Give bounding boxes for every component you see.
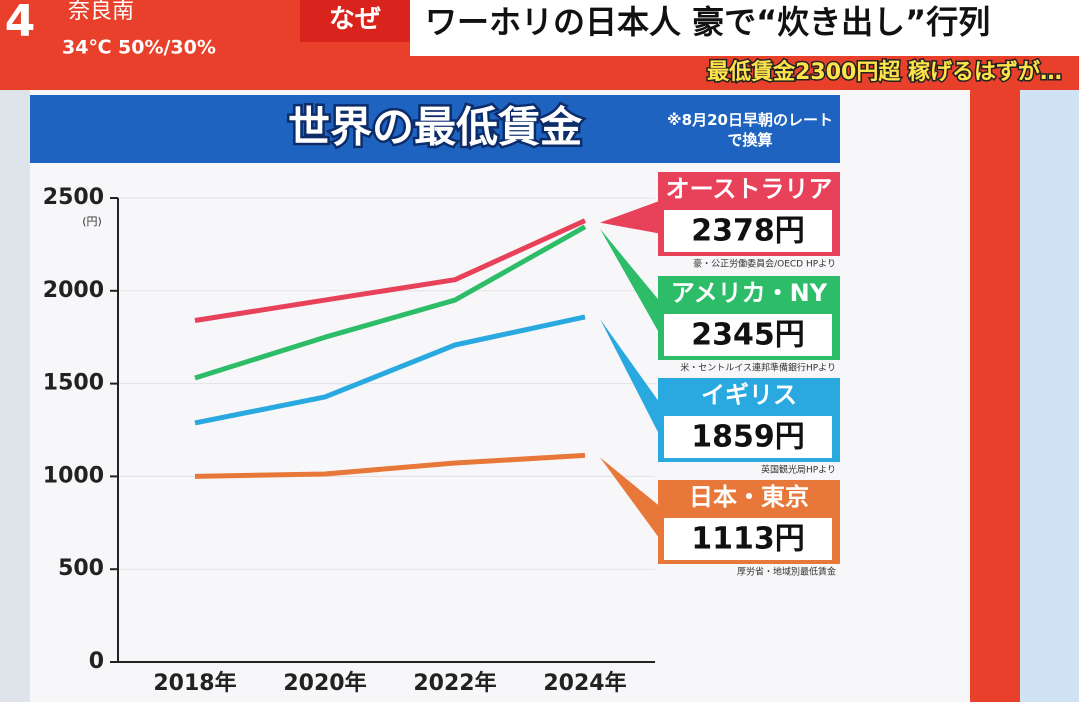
subheadline: 最低賃金2300円超 稼げるはずが… [707,59,1062,85]
x-tick-label: 2020年 [283,670,366,696]
callout-value-box [664,210,832,252]
source-note: 米・セントルイス連邦準備銀行HPより [680,362,836,374]
callout-value-box [664,518,832,560]
value-label: 1113円 [691,522,805,557]
red-stripe [970,60,1020,702]
callout-value-box [664,314,832,356]
callout-arrow [600,200,662,234]
callout-arrow [600,318,662,440]
chart-title: 世界の最低賃金 [288,103,583,152]
callout-header [658,378,840,414]
location: 奈良南 [68,0,134,24]
note-box: ※8月20日早朝のレートで換算 [667,111,833,149]
y-tick-label: 0 [89,649,104,674]
headline-box [410,0,1079,56]
series-line [194,224,587,381]
tag: なぜ [329,5,381,35]
x-tick-label: 2022年 [413,670,496,696]
source-note: 英国観光局HPより [761,464,836,476]
y-tick-label: 2000 [43,278,104,303]
channel: 4 [5,0,36,47]
y-tick-label: 1000 [43,463,104,488]
side-panel [1020,0,1079,702]
series-line [194,218,587,323]
callout-arrow [600,228,662,338]
series-line [194,452,586,479]
tag-box [300,0,410,42]
value-label: 1859円 [691,420,805,455]
legend-label: イギリス [701,381,797,409]
series-line [194,314,586,426]
note: ※8月20日早朝のレートで換算 [667,111,833,149]
value-label: 2345円 [691,318,805,353]
source-note: 厚労省・地域別最低賃金 [737,566,836,578]
y-tick-label: 2500 [43,185,104,210]
legend-label: アメリカ・NY [671,279,828,307]
value-label: 2378円 [691,214,805,249]
headline: ワーホリの日本人 豪で“炊き出し”行列 [425,3,990,41]
title-bar [30,95,840,163]
y-tick-label: 1500 [43,371,104,396]
callout-arrow [600,457,662,542]
temperature: 34℃ [62,37,111,59]
callout-value-box [664,416,832,458]
callout-header [658,276,840,312]
y-unit: (円) [82,215,102,228]
x-tick-label: 2024年 [543,670,626,696]
source-note: 豪・公正労働委員会/OECD HPより [693,258,836,270]
callout-header [658,480,840,516]
y-tick-label: 500 [58,556,104,581]
legend-label: 日本・東京 [689,483,809,511]
legend-label: オーストラリア [666,175,833,203]
x-tick-label: 2018年 [153,670,236,696]
callout-header [658,172,840,208]
precipitation: 50%/30% [118,37,216,59]
